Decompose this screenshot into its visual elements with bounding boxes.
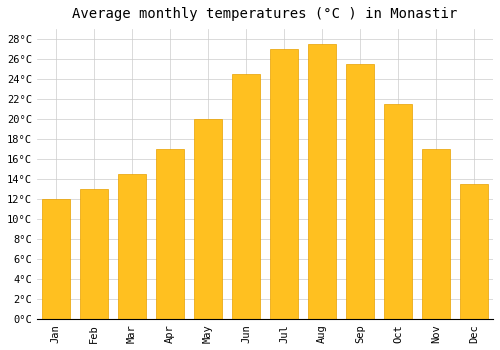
Bar <box>194 119 222 320</box>
Bar <box>270 49 298 320</box>
Bar <box>422 149 450 320</box>
Bar <box>346 64 374 320</box>
Bar <box>42 199 70 320</box>
Bar <box>384 104 412 320</box>
Bar <box>80 189 108 320</box>
Bar <box>460 184 488 320</box>
Bar <box>308 44 336 320</box>
Bar <box>118 174 146 320</box>
Bar <box>156 149 184 320</box>
Bar <box>232 74 260 320</box>
Title: Average monthly temperatures (°C ) in Monastir: Average monthly temperatures (°C ) in Mo… <box>72 7 458 21</box>
